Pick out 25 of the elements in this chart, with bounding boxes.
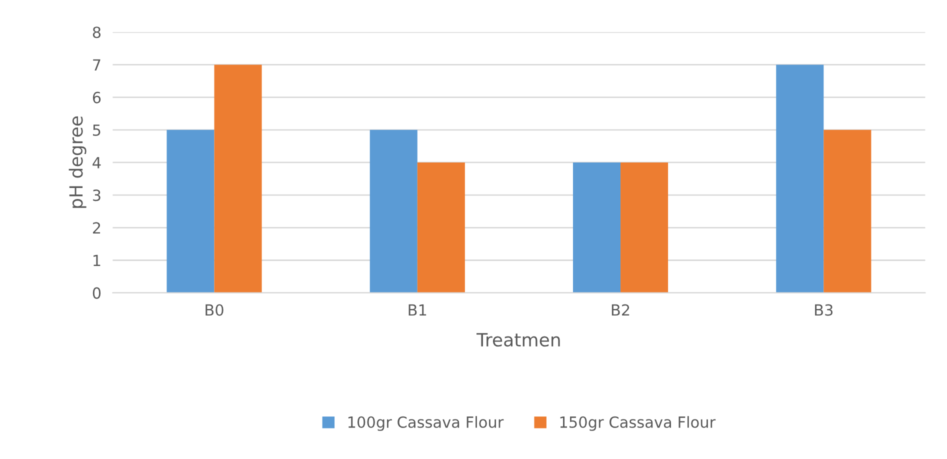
bar [776,64,824,293]
bar [417,162,465,293]
x-tick-label: B3 [815,304,833,316]
y-tick-label: 8 [92,26,101,38]
x-tick-label: B2 [612,304,630,316]
y-tick-label: 4 [92,157,101,168]
y-tick-label: 7 [93,59,100,71]
legend-label: 100gr Cassava Flour [348,416,504,431]
y-tick-label: 1 [94,254,100,266]
y-tick-label: 5 [93,124,100,136]
y-axis-title: pH degree [68,116,86,208]
x-axis-title: Treatmen [476,333,560,347]
y-tick-label: 2 [92,222,100,234]
x-tick-label: B0 [206,304,224,316]
bar [620,162,668,293]
y-tick-label: 0 [92,287,101,299]
bar [166,130,214,293]
bar [214,64,262,293]
bar [572,162,621,293]
bar [824,130,872,293]
y-tick-label: 6 [92,92,101,104]
x-tick-label: B1 [408,304,426,316]
bar [370,130,418,293]
y-tick-label: 3 [93,190,100,202]
legend-label: 150gr Cassava Flour [560,416,716,431]
